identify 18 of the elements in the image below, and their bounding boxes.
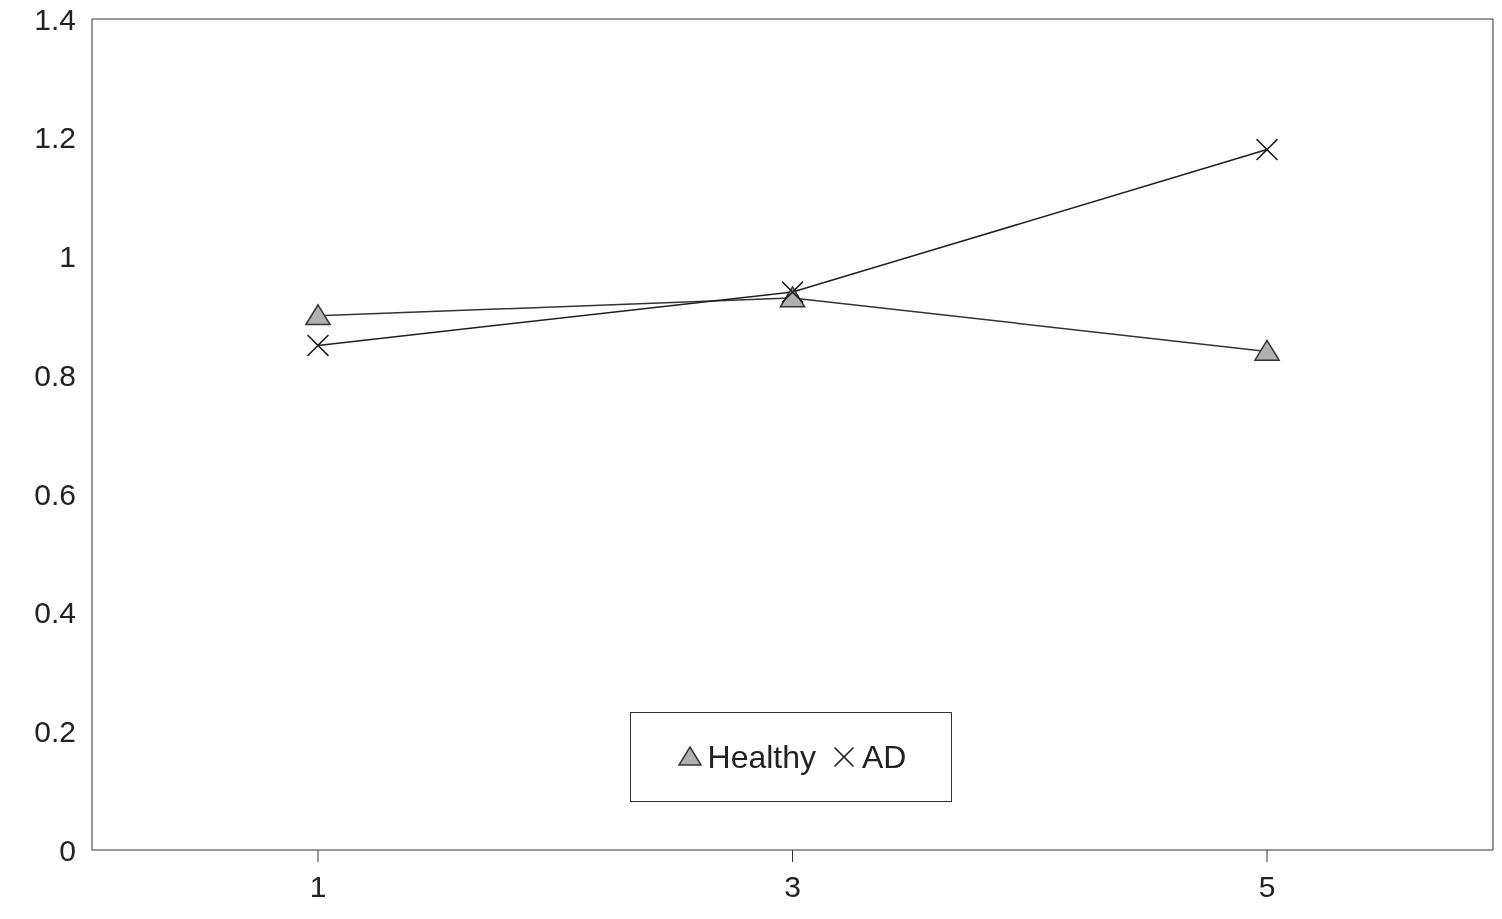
y-tick-label: 1.2 [34, 121, 76, 155]
point [307, 334, 329, 357]
y-tick-label: 0.6 [34, 477, 76, 511]
point [1254, 339, 1280, 361]
y-tick-label: 0.4 [34, 596, 76, 630]
y-tick-label: 1.4 [34, 2, 76, 36]
legend-label: AD [862, 738, 907, 776]
point [305, 304, 331, 326]
x-tick-label: 5 [1258, 870, 1276, 904]
legend-label: Healthy [707, 738, 817, 776]
y-tick-label: 1 [59, 240, 76, 274]
x-tick-label: 3 [784, 870, 801, 904]
y-tick-label: 0 [59, 833, 76, 867]
y-tick-label: 0.2 [34, 714, 76, 748]
point [1256, 138, 1278, 161]
x-tick-label: 1 [309, 870, 327, 904]
point [781, 281, 804, 304]
y-tick-label: 0.8 [34, 358, 76, 392]
